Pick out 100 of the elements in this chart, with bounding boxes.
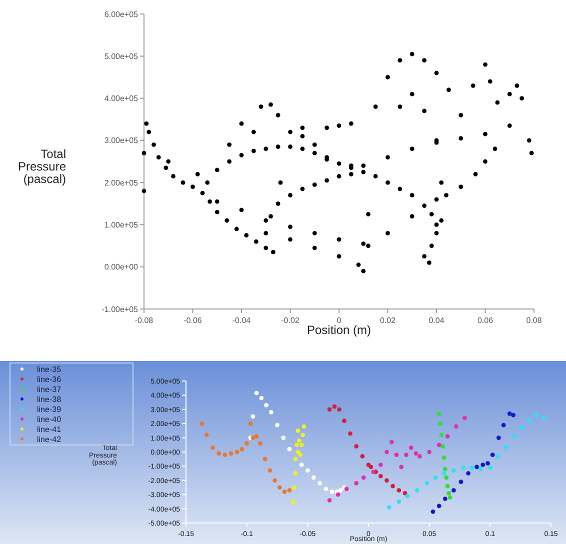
point — [417, 454, 422, 458]
point — [444, 475, 449, 480]
point — [442, 455, 446, 460]
point — [305, 468, 310, 473]
point — [511, 412, 516, 418]
legend-label: line-37 — [37, 384, 62, 394]
point — [228, 451, 234, 456]
point — [534, 412, 539, 418]
point — [254, 434, 259, 439]
legend-label: line-39 — [37, 404, 62, 414]
point — [248, 421, 253, 426]
point — [290, 500, 296, 504]
point — [348, 431, 352, 436]
point — [262, 456, 268, 462]
x-tick-label: 0.06 — [477, 316, 494, 325]
point — [384, 450, 389, 454]
point — [332, 404, 337, 409]
point — [436, 504, 442, 508]
point — [451, 468, 456, 473]
point — [442, 471, 446, 476]
point — [504, 444, 508, 450]
point — [378, 474, 383, 478]
legend-label: line-41 — [37, 424, 62, 434]
point — [327, 498, 332, 502]
point — [462, 416, 467, 420]
legend-label: line-40 — [37, 414, 62, 424]
point — [368, 464, 374, 470]
point — [486, 461, 490, 466]
point — [254, 390, 259, 396]
point — [287, 488, 292, 493]
point — [396, 488, 402, 493]
point — [478, 466, 483, 472]
point — [294, 442, 299, 448]
point — [299, 442, 304, 448]
point — [337, 407, 342, 412]
point — [244, 441, 250, 446]
point — [250, 414, 256, 419]
point — [442, 466, 448, 472]
point — [275, 422, 280, 428]
point — [495, 454, 500, 458]
point — [204, 432, 209, 438]
point — [234, 450, 240, 454]
point — [542, 416, 546, 420]
point — [296, 428, 300, 433]
point — [371, 470, 376, 474]
point — [354, 444, 359, 449]
point — [293, 456, 298, 462]
y-tick-label: 3.00e+05 — [104, 136, 139, 146]
point — [461, 465, 466, 470]
point — [389, 440, 394, 444]
point — [507, 411, 512, 416]
point — [292, 485, 296, 490]
point — [222, 452, 228, 458]
point — [440, 444, 445, 449]
point — [526, 418, 532, 423]
point — [442, 496, 448, 502]
point — [338, 488, 343, 493]
point — [324, 486, 328, 492]
point — [466, 471, 470, 476]
y-tick-label: 5.00e+05 — [104, 52, 139, 61]
point — [299, 462, 304, 467]
y-axis-title: Total Pressure (pascal) — [18, 147, 66, 186]
point — [268, 468, 272, 473]
point — [298, 452, 303, 458]
point — [318, 481, 322, 486]
point — [296, 438, 302, 443]
x-tick-label: 0.04 — [428, 316, 445, 325]
point — [404, 452, 408, 458]
point — [430, 509, 436, 514]
legend-label: line-38 — [37, 394, 62, 404]
x-tick-label: 0.02 — [380, 316, 396, 325]
point — [386, 505, 392, 510]
point — [520, 426, 524, 430]
point — [240, 446, 244, 452]
point — [210, 446, 215, 450]
point — [360, 454, 365, 458]
point — [293, 471, 298, 476]
legend-label: line-35 — [37, 364, 62, 374]
point — [490, 452, 495, 458]
point — [200, 421, 204, 426]
point — [501, 422, 506, 428]
point — [414, 451, 418, 456]
point — [264, 402, 268, 408]
point — [354, 481, 359, 486]
legend-label: line-42 — [37, 434, 62, 444]
point — [272, 478, 278, 483]
point — [282, 490, 287, 494]
point — [445, 434, 450, 439]
x-tick-label: -0.06 — [184, 316, 202, 325]
point — [408, 446, 414, 450]
x-tick-label: -0.02 — [281, 316, 300, 325]
point — [258, 441, 262, 446]
y-tick-label: -1.00e+05 — [102, 304, 139, 314]
point — [327, 407, 332, 412]
point — [438, 421, 442, 426]
y-tick-label: 4.00e+05 — [104, 94, 139, 104]
point — [445, 484, 450, 488]
point — [336, 492, 340, 497]
point — [287, 446, 292, 452]
point — [277, 485, 282, 490]
